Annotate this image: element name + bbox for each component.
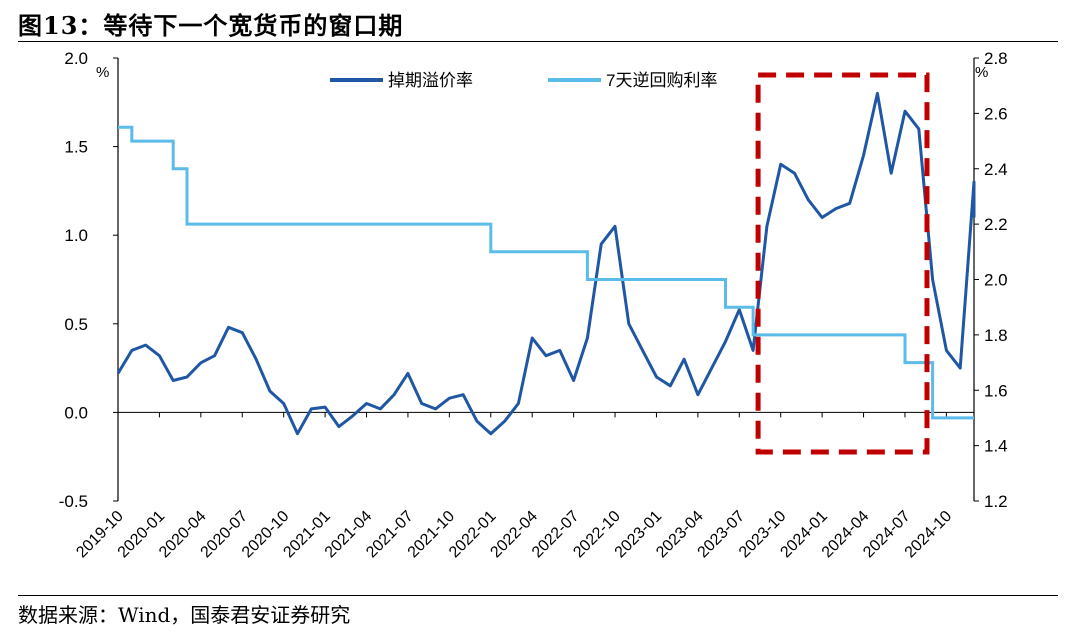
right-tick-label: 1.6 [984, 381, 1008, 400]
right-unit-label: % [975, 64, 988, 81]
right-tick-label: 2.2 [984, 215, 1008, 234]
left-tick-label: 1.5 [64, 138, 88, 157]
series-layer [116, 91, 976, 436]
legend-label-reverse-repo: 7天逆回购利率 [606, 71, 717, 90]
series-line-reverse-repo [118, 125, 974, 420]
legend: 掉期溢价率 7天逆回购利率 [330, 71, 717, 90]
right-tick-label: 2.6 [984, 104, 1008, 123]
left-tick-label: -0.5 [59, 492, 88, 511]
top-rule [18, 41, 1058, 42]
right-tick-label: 2.0 [984, 271, 1008, 290]
left-tick-label: 0.5 [64, 315, 88, 334]
right-tick-label: 1.4 [984, 437, 1008, 456]
right-tick-label: 1.8 [984, 326, 1008, 345]
figure-title: 图13：等待下一个宽货币的窗口期 [18, 11, 404, 40]
left-tick-label: 2.0 [64, 49, 88, 68]
source-note: 数据来源：Wind，国泰君安证券研究 [18, 603, 351, 627]
bottom-rule [18, 595, 1058, 596]
right-y-axis: 1.2 1.4 1.6 1.8 2.0 2.2 2.4 2.6 2.8% [973, 49, 1008, 511]
right-tick-label: 1.2 [984, 492, 1008, 511]
x-axis: 2019-102020-012020-042020-072020-102021-… [73, 411, 974, 561]
left-y-axis: -0.5 0.0 0.5 1.0 1.5 2.0% [59, 49, 119, 511]
right-tick-label: 2.8 [984, 49, 1008, 68]
left-unit-label: % [96, 64, 109, 81]
highlight-window-box [755, 72, 930, 455]
legend-label-term-premium: 掉期溢价率 [388, 71, 473, 90]
left-tick-label: 1.0 [64, 226, 88, 245]
right-tick-label: 2.4 [984, 160, 1008, 179]
left-tick-label: 0.0 [64, 403, 88, 422]
series-line-term-premium [116, 91, 976, 436]
